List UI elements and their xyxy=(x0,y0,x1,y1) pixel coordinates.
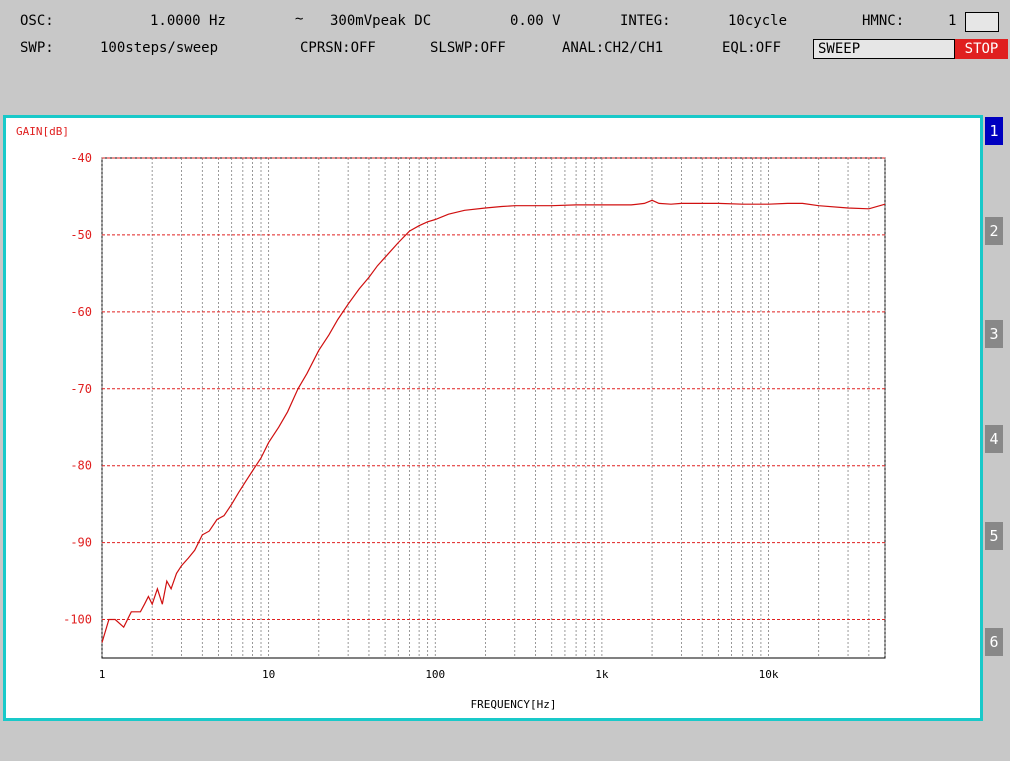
chart-panel: 1 10 100 1k 10k -40 -50 -60 -70 -80 -90 -100 GAIN[dB… xyxy=(3,115,983,721)
tab-2[interactable]: 2 xyxy=(985,217,1003,245)
anal-status: ANAL:CH2/CH1 xyxy=(562,40,664,56)
x-tick-label: 10 xyxy=(262,668,275,681)
hmnc-value: 1 xyxy=(948,13,957,29)
y-axis-label: GAIN[dB] xyxy=(16,125,69,138)
slswp-status: SLSWP:OFF xyxy=(430,40,506,56)
stop-button[interactable]: STOP xyxy=(955,39,1008,59)
sine-wave-icon: ∼ xyxy=(295,11,304,27)
tab-3[interactable]: 3 xyxy=(985,320,1003,348)
x-tick-label: 100 xyxy=(425,668,445,681)
x-tick-label: 1k xyxy=(595,668,609,681)
tab-5[interactable]: 5 xyxy=(985,522,1003,550)
y-tick-label: -70 xyxy=(70,382,92,396)
osc-frequency: 1.0000 Hz xyxy=(150,13,226,29)
y-tick-label: -50 xyxy=(70,228,92,242)
y-tick-label: -100 xyxy=(63,613,92,627)
tab-6[interactable]: 6 xyxy=(985,628,1003,656)
hmnc-input-box[interactable] xyxy=(965,12,999,32)
eql-status: EQL:OFF xyxy=(722,40,782,56)
gain-trace-line xyxy=(101,199,886,643)
swp-label: SWP: xyxy=(20,40,54,56)
y-tick-label: -90 xyxy=(70,536,92,550)
gain-chart: 1 10 100 1k 10k -40 -50 -60 -70 -80 -90 -100 GAIN[dB… xyxy=(16,125,886,711)
y-tick-label: -80 xyxy=(70,459,92,473)
x-tick-label: 1 xyxy=(99,668,106,681)
hmnc-label: HMNC: xyxy=(862,13,905,29)
plot-frame xyxy=(101,157,886,659)
tab-1[interactable]: 1 xyxy=(985,117,1003,145)
tab-4[interactable]: 4 xyxy=(985,425,1003,453)
y-tick-label: -60 xyxy=(70,305,92,319)
integ-label: INTEG: xyxy=(620,13,671,29)
x-axis-label: FREQUENCY[Hz] xyxy=(470,698,556,711)
osc-label: OSC: xyxy=(20,13,54,29)
osc-dc-offset: 0.00 V xyxy=(510,13,561,29)
cprsn-status: CPRSN:OFF xyxy=(300,40,376,56)
sweep-status-box: SWEEP xyxy=(813,39,955,59)
sweep-steps: 100steps/sweep xyxy=(100,40,219,56)
y-tick-label: -40 xyxy=(70,151,92,165)
integ-value: 10cycle xyxy=(728,13,788,29)
x-tick-label: 10k xyxy=(759,668,779,681)
osc-amplitude: 300mVpeak DC xyxy=(330,13,432,29)
